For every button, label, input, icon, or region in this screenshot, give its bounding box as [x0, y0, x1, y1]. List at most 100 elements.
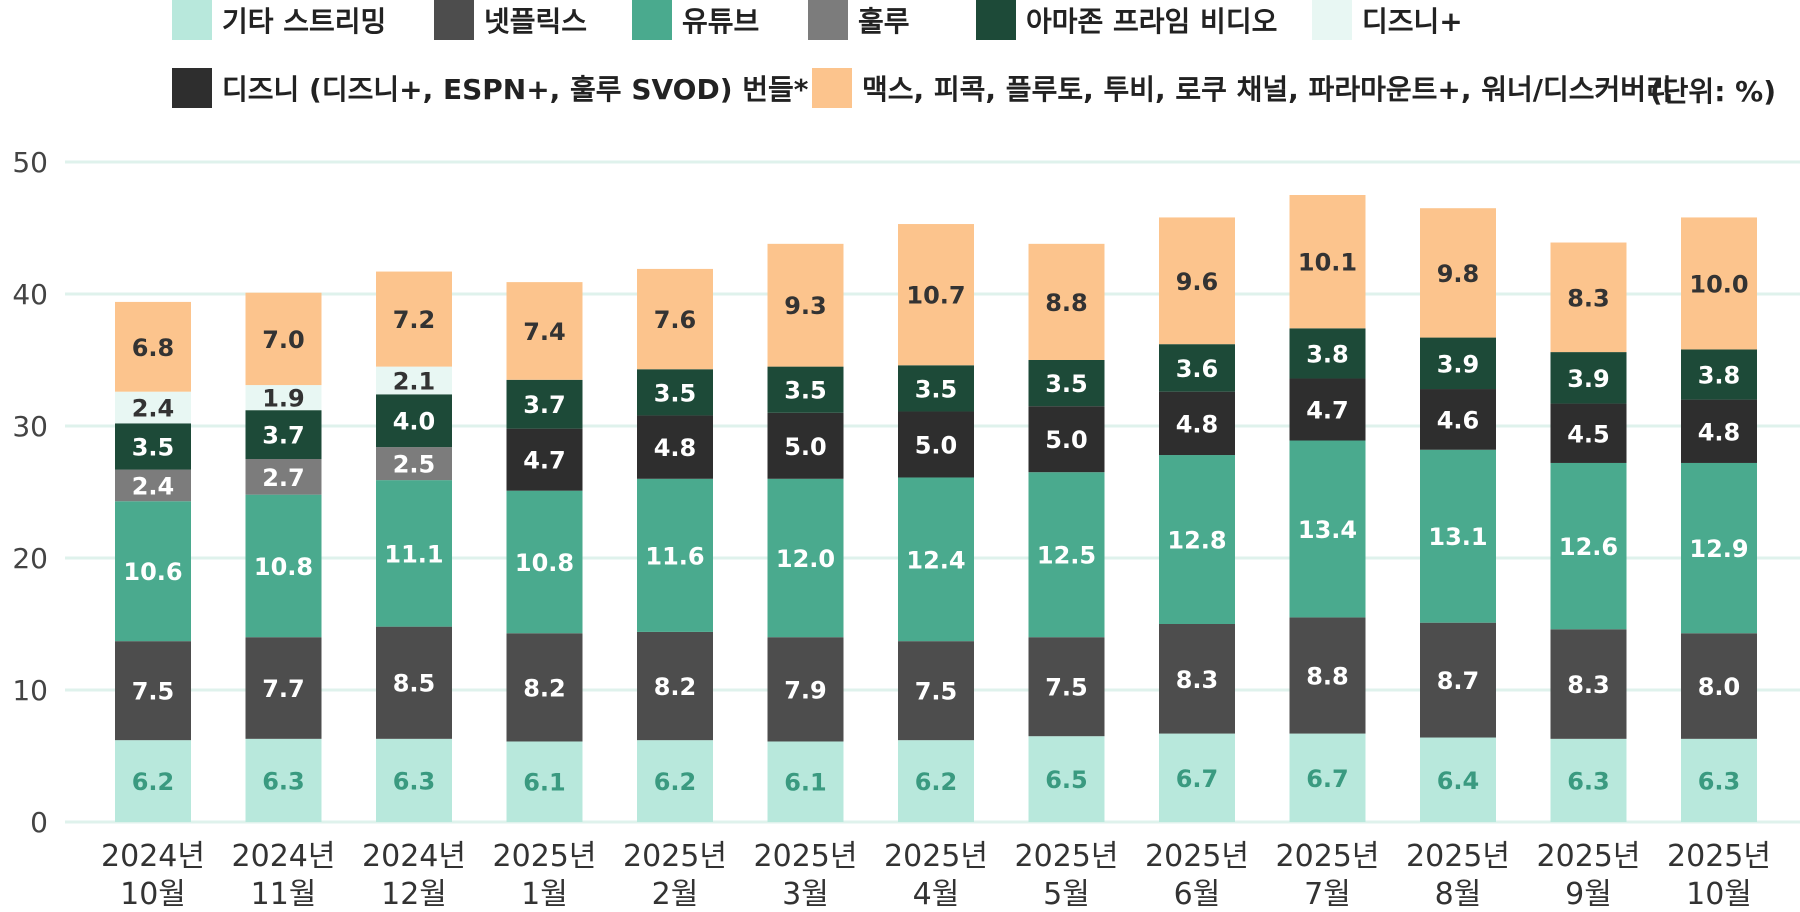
- data-label: 6.7: [1176, 765, 1219, 793]
- bar-segment: [1681, 462, 1757, 634]
- x-tick-label: 2025년: [754, 839, 858, 874]
- data-label: 2.5: [393, 451, 436, 479]
- bar-segment: [1681, 738, 1757, 822]
- data-label: 4.8: [1698, 418, 1741, 446]
- data-label: 11.6: [645, 542, 704, 570]
- bar-segment: [1550, 403, 1627, 463]
- bar-segment: [1550, 629, 1627, 739]
- bar-segment: [898, 224, 974, 366]
- data-label: 6.4: [1437, 767, 1480, 795]
- bar-segment: [1289, 440, 1366, 618]
- bar-segment: [376, 271, 452, 367]
- data-label: 4.8: [654, 434, 697, 462]
- data-label: 6.1: [784, 769, 827, 797]
- bar-segment: [1159, 344, 1235, 392]
- bar-segment: [115, 740, 191, 822]
- bar-segment: [506, 633, 583, 742]
- x-tick-label: 11월: [251, 877, 317, 912]
- bar-segment: [898, 641, 974, 741]
- legend-item: 아마존 프라임 비디오: [976, 0, 1277, 40]
- data-label: 3.5: [915, 375, 958, 403]
- data-label: 6.3: [1698, 767, 1741, 795]
- data-label: 11.1: [384, 540, 443, 568]
- data-label: 7.9: [784, 676, 827, 704]
- legend-item: 맥스, 피콕, 플루토, 투비, 로쿠 채널, 파라마운트+, 워너/디스커버리: [812, 68, 1672, 108]
- bar-segment: [1289, 328, 1366, 379]
- data-label: 3.8: [1306, 340, 1349, 368]
- data-label: 3.9: [1567, 365, 1610, 393]
- legend-item: 유튜브: [632, 0, 759, 40]
- data-label: 1.9: [262, 385, 305, 413]
- data-label: 2.1: [393, 367, 436, 395]
- legend-label: 디즈니+: [1362, 5, 1463, 38]
- bar-segment: [1420, 622, 1496, 738]
- bar-segment: [1159, 624, 1235, 734]
- data-label: 4.8: [1176, 410, 1219, 438]
- data-label: 7.6: [654, 306, 697, 334]
- x-tick-label: 2025년: [1537, 839, 1641, 874]
- data-label: 5.0: [784, 433, 827, 461]
- bar-segment: [637, 415, 713, 479]
- legend-swatch: [434, 0, 474, 40]
- bar-segment: [115, 469, 191, 502]
- x-tick-label: 2025년: [623, 839, 727, 874]
- legend-swatch: [976, 0, 1016, 40]
- bar-segment: [1550, 738, 1627, 822]
- bar-segment: [506, 741, 583, 822]
- x-tick-label: 2024년: [101, 839, 205, 874]
- data-label: 8.3: [1567, 284, 1610, 312]
- data-label: 4.7: [1306, 397, 1349, 425]
- bar-segment: [1420, 449, 1496, 623]
- data-label: 12.5: [1037, 542, 1096, 570]
- bar-segment: [1550, 462, 1627, 630]
- data-label: 12.0: [776, 545, 835, 573]
- x-tick-label: 1월: [521, 877, 568, 912]
- data-label: 6.3: [393, 767, 436, 795]
- bar-segment: [1159, 391, 1235, 456]
- legend-swatch: [1312, 0, 1352, 40]
- x-tick-label: 2025년: [1015, 839, 1119, 874]
- bar-segment: [376, 447, 452, 481]
- bar-segment: [1681, 217, 1757, 350]
- bar-segment: [1159, 217, 1235, 345]
- bar-segment: [115, 501, 191, 642]
- bar-segment: [637, 478, 713, 632]
- data-label: 7.2: [393, 306, 436, 334]
- data-label: 3.5: [132, 433, 175, 461]
- x-tick-label: 2025년: [1145, 839, 1249, 874]
- legend-label: 디즈니 (디즈니+, ESPN+, 훌루 SVOD) 번들*: [222, 73, 809, 106]
- data-label: 9.3: [784, 292, 827, 320]
- bar-segment: [767, 741, 844, 822]
- y-tick-label: 10: [12, 674, 48, 707]
- bar-segment: [1289, 195, 1366, 329]
- bar-segment: [115, 391, 191, 424]
- bar-segment: [245, 738, 322, 822]
- y-tick-label: 40: [12, 278, 48, 311]
- legend-item: 디즈니 (디즈니+, ESPN+, 훌루 SVOD) 번들*: [172, 68, 808, 108]
- y-tick-label: 30: [12, 410, 48, 443]
- bar-segment: [898, 411, 974, 478]
- data-label: 8.7: [1437, 667, 1480, 695]
- legend-swatch: [172, 0, 212, 40]
- data-label: 3.9: [1437, 350, 1480, 378]
- bar-segment: [245, 385, 322, 411]
- bar-segment: [1028, 406, 1105, 473]
- legend-label: 훌루: [858, 5, 910, 38]
- stacked-bar-chart: 010203040506.27.510.62.43.52.46.82024년10…: [12, 146, 1800, 912]
- bar-segment: [1420, 337, 1496, 390]
- data-label: 12.4: [906, 546, 965, 574]
- bar-segment: [637, 631, 713, 741]
- legend-item: 넷플릭스: [434, 0, 587, 40]
- bar-segment: [1028, 637, 1105, 737]
- legend-swatch: [172, 68, 212, 108]
- data-label: 3.5: [654, 379, 697, 407]
- x-tick-label: 2025년: [1276, 839, 1380, 874]
- bar-segment: [1159, 455, 1235, 624]
- legend-label: 아마존 프라임 비디오: [1026, 5, 1278, 38]
- bar-segment: [767, 478, 844, 638]
- data-label: 8.3: [1176, 666, 1219, 694]
- legend-item: 디즈니+: [1312, 0, 1463, 40]
- x-tick-label: 5월: [1043, 877, 1090, 912]
- x-tick-label: 2월: [652, 877, 699, 912]
- bar-segment: [1289, 733, 1366, 822]
